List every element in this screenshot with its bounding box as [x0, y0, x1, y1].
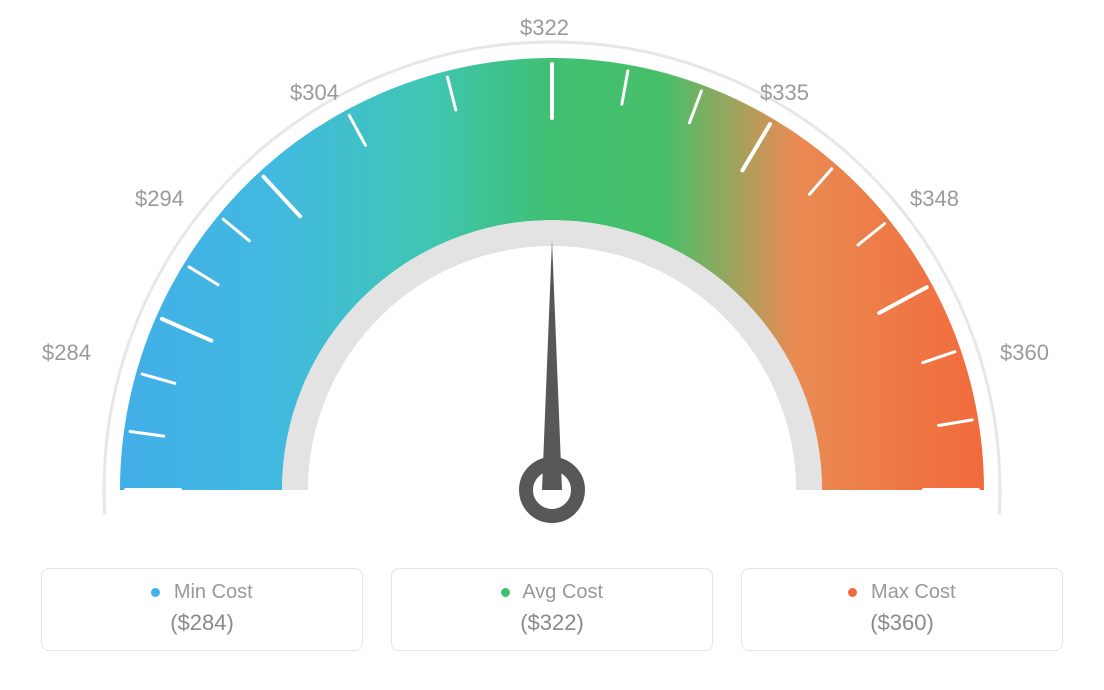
- gauge-svg: [0, 0, 1104, 560]
- gauge-chart: $284 $294 $304 $322 $335 $348 $360: [0, 0, 1104, 560]
- min-cost-title: Min Cost: [42, 581, 362, 604]
- min-cost-card: Min Cost ($284): [41, 568, 363, 651]
- min-cost-label: Min Cost: [174, 581, 253, 603]
- gauge-tick-label: $304: [290, 80, 339, 106]
- min-cost-dot-icon: [151, 588, 160, 597]
- max-cost-value: ($360): [742, 610, 1062, 636]
- min-cost-value: ($284): [42, 610, 362, 636]
- max-cost-label: Max Cost: [871, 581, 955, 603]
- max-cost-dot-icon: [848, 588, 857, 597]
- avg-cost-dot-icon: [501, 588, 510, 597]
- avg-cost-title: Avg Cost: [392, 581, 712, 604]
- avg-cost-value: ($322): [392, 610, 712, 636]
- max-cost-title: Max Cost: [742, 581, 1062, 604]
- gauge-tick-label: $294: [135, 186, 184, 212]
- gauge-tick-label: $322: [520, 15, 569, 41]
- avg-cost-label: Avg Cost: [522, 581, 603, 603]
- gauge-tick-label: $348: [910, 186, 959, 212]
- avg-cost-card: Avg Cost ($322): [391, 568, 713, 651]
- gauge-tick-label: $335: [760, 80, 809, 106]
- cost-summary-cards: Min Cost ($284) Avg Cost ($322) Max Cost…: [0, 560, 1104, 651]
- gauge-tick-label: $284: [42, 340, 91, 366]
- max-cost-card: Max Cost ($360): [741, 568, 1063, 651]
- gauge-tick-label: $360: [1000, 340, 1049, 366]
